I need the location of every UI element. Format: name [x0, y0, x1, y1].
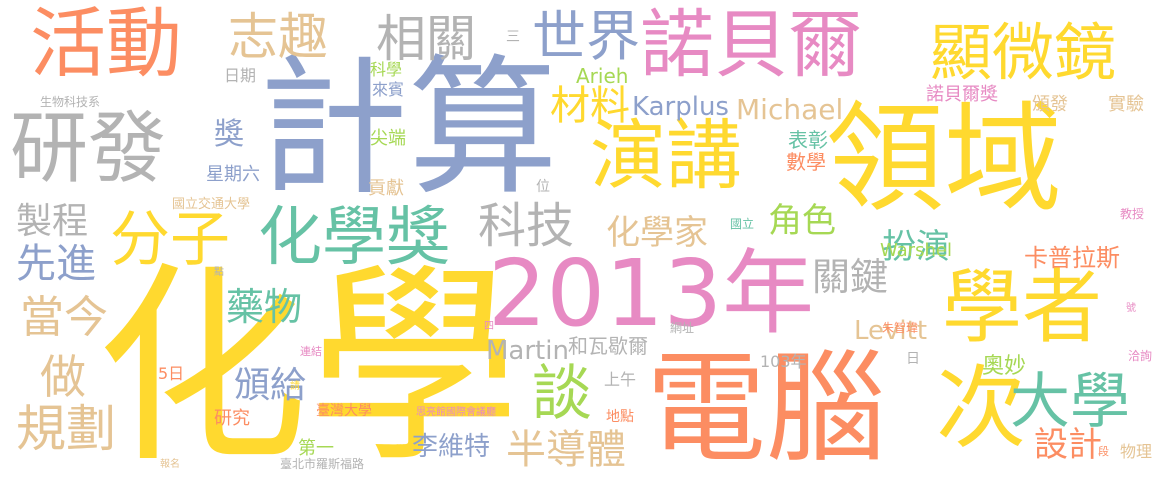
word-physics: 物理	[1120, 442, 1153, 461]
word-martin: Martin	[486, 336, 569, 366]
word-position: 位	[536, 179, 550, 195]
word-link: 連結	[300, 345, 322, 358]
word-point: 點	[214, 267, 224, 278]
word-professor: 教授	[1120, 207, 1145, 221]
word-computation: 計算	[258, 42, 559, 216]
word-research: 研究	[214, 408, 250, 429]
word-nctu: 國立交通大學	[172, 197, 251, 212]
word-biotech-dept: 生物科技系	[40, 95, 101, 109]
word-michael: Michael	[736, 93, 844, 126]
word-activity: 活動	[30, 0, 182, 88]
word-section: 段	[1098, 445, 1109, 458]
word-nobel-prize: 諾貝爾獎	[926, 84, 998, 105]
word-number: 號	[1126, 303, 1136, 314]
word-roosevelt-rd: 臺北市羅斯福路	[280, 457, 365, 471]
word-prize: 獎	[214, 117, 244, 152]
word-materials: 材料	[550, 83, 630, 129]
word-research-dev: 研發	[10, 104, 167, 194]
word-guests: 來賓	[372, 80, 405, 99]
word-awarded: 頒給	[234, 365, 307, 406]
word-morning: 上午	[604, 370, 637, 389]
word-medicine: 藥物	[226, 285, 303, 329]
word-website: 網址	[670, 321, 695, 335]
word-contribution: 貢獻	[368, 178, 404, 199]
word-play-role: 扮演	[882, 227, 950, 267]
word-register: 報名	[160, 459, 180, 470]
word-semiconductor: 半導體	[506, 427, 626, 473]
word-please: 請	[290, 381, 300, 392]
word-nobel: 諾貝爾	[640, 2, 862, 88]
word-world: 世界	[532, 5, 640, 68]
word-year-103: 103年	[760, 352, 807, 371]
word-year-2013: 2013年	[488, 240, 815, 347]
word-role: 角色	[768, 201, 836, 241]
word-warshel: Warshel	[880, 240, 952, 261]
word-do: 做	[40, 350, 86, 404]
word-interest: 志趣	[228, 8, 328, 66]
word-four: 四	[484, 321, 494, 332]
word-karplus-zh: 卡普拉斯	[1024, 244, 1120, 272]
word-and-warshel: 和瓦歇爾	[568, 334, 648, 358]
word-karplus: Karplus	[632, 92, 729, 122]
word-experiment: 實驗	[1108, 94, 1144, 115]
word-technology: 科技	[478, 198, 575, 254]
word-mathematics: 數學	[786, 150, 826, 174]
word-ci: 次	[936, 356, 1026, 461]
word-nowadays: 當今	[20, 292, 108, 343]
word-day: 日	[906, 351, 920, 367]
word-plan: 規劃	[16, 400, 116, 458]
word-location: 地點	[606, 409, 634, 425]
word-three: 三	[506, 29, 520, 45]
word-levitt-zh: 李維特	[412, 432, 491, 462]
word-ntu: 臺灣大學	[316, 403, 372, 419]
word-saturday: 星期六	[206, 164, 260, 185]
word-molecule: 分子	[110, 205, 230, 275]
word-date: 日期	[224, 66, 257, 85]
word-levitt: Levitt	[854, 316, 928, 346]
word-key: 關鍵	[812, 255, 889, 299]
word-arieh: Arieh	[576, 64, 629, 88]
word-present: 頒發	[1032, 94, 1068, 115]
word-talk: 談	[532, 359, 592, 429]
word-university: 大學	[1010, 367, 1130, 437]
word-advanced: 先進	[16, 241, 96, 287]
word-commend: 表彰	[788, 128, 828, 152]
word-computer: 電腦	[646, 340, 886, 479]
word-chemistry: 化學	[96, 244, 520, 482]
word-process: 製程	[16, 201, 89, 242]
word-related: 相關	[376, 10, 476, 68]
word-first: 第一	[298, 438, 334, 459]
word-cutting-edge: 尖端	[370, 128, 406, 149]
word-chem-prize: 化學獎	[258, 201, 450, 275]
word-mystery: 奧妙	[982, 354, 1027, 379]
word-lecture: 演講	[590, 111, 742, 200]
word-siliang-hall: 思亮館國際會議廳	[416, 407, 496, 418]
word-inquire: 洽詢	[1128, 349, 1153, 363]
word-chu-chih-wei: 朱智瑋	[882, 321, 919, 335]
word-scholar: 學者	[942, 261, 1102, 354]
word-science: 科學	[370, 60, 403, 79]
word-microscope: 顯微鏡	[930, 16, 1117, 89]
word-national: 國立	[730, 217, 755, 231]
word-design: 設計	[1034, 425, 1102, 465]
word-field: 領域	[826, 90, 1063, 228]
word-fifth-day: 5日	[158, 364, 185, 383]
word-chemist: 化學家	[606, 213, 708, 253]
